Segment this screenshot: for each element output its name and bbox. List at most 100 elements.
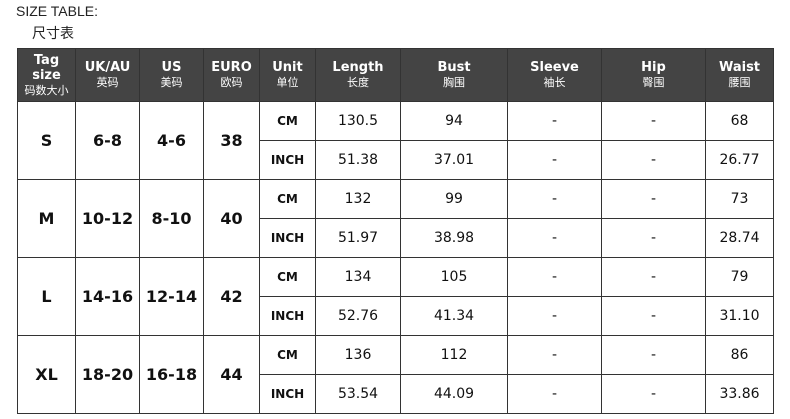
header-cn: 码数大小 [24,83,69,97]
header-en: US [161,60,182,75]
inch-cell: - [601,218,706,258]
uk-size-cell: 18-20 [75,335,140,414]
cm-cell: - [507,101,602,141]
tag-size-cell: L [17,257,76,336]
cm-cell: 68 [705,101,774,141]
header-cn: 袖长 [543,76,566,89]
table-row: INCH 51.97 38.98- -28.74 [18,218,774,258]
title: SIZE TABLE: [16,3,98,19]
us-size-cell: 8-10 [139,179,204,258]
inch-cell: - [601,374,706,414]
cm-cell: 112 [400,335,508,375]
euro-size-cell: 42 [203,257,260,336]
header-en: Length [332,60,384,75]
inch-cell: - [507,218,602,258]
inch-cell: 41.34 [400,296,508,336]
inch-cell: - [507,374,602,414]
us-size-cell: 12-14 [139,257,204,336]
cm-cell: CM [259,101,316,141]
uk-size-cell: 14-16 [75,257,140,336]
cm-cell: 99 [400,179,508,219]
us-size-cell: 16-18 [139,335,204,414]
uk-size-cell: 6-8 [75,101,140,180]
subtitle: 尺寸表 [32,26,74,42]
header-en: Bust [437,60,471,75]
column-header: Bust 胸围 [400,48,508,102]
inch-cell: 33.86 [705,374,774,414]
inch-cell: 44.09 [400,374,508,414]
cm-cell: 79 [705,257,774,297]
us-size-cell: 4-6 [139,101,204,180]
inch-cell: 51.38 [315,140,401,180]
inch-cell: 53.54 [315,374,401,414]
inch-cell: - [507,296,602,336]
inch-cell: 37.01 [400,140,508,180]
cm-cell: 94 [400,101,508,141]
cm-cell: 134 [315,257,401,297]
header-cn: 长度 [347,76,369,89]
inch-cell: 38.98 [400,218,508,258]
header-en: Unit [272,60,303,75]
header-en: EURO [211,60,252,75]
header-cn: 美码 [160,76,183,89]
header-cn: 欧码 [220,76,243,89]
header-cn: 臀围 [642,76,665,89]
column-header: US 美码 [139,48,204,102]
cm-cell: - [601,101,706,141]
tag-size-cell: XL [17,335,76,414]
table-row: L 14-16 12-14 42 CM 134 105- -79 [17,257,774,336]
cm-cell: - [507,257,602,297]
cm-cell: 132 [315,179,401,219]
table-row: INCH 53.54 44.09- -33.86 [18,374,774,414]
tag-size-cell: M [17,179,76,258]
header-cn: 胸围 [443,76,465,89]
cm-cell: 130.5 [315,101,401,141]
inch-cell: 51.97 [315,218,401,258]
inch-cell: 26.77 [705,140,774,180]
inch-cell: INCH [259,374,316,414]
header-cn: 英码 [96,76,119,89]
euro-size-cell: 40 [203,179,260,258]
euro-size-cell: 38 [203,101,260,180]
cm-cell: - [507,335,602,375]
inch-cell: INCH [259,218,316,258]
table-row: INCH 51.38 37.01- -26.77 [18,140,774,180]
cm-cell: 86 [705,335,774,375]
euro-size-cell: 44 [203,335,260,414]
inch-cell: INCH [259,140,316,180]
inch-cell: 31.10 [705,296,774,336]
cm-cell: 73 [705,179,774,219]
column-header: Unit 单位 [259,48,316,102]
inch-cell: 28.74 [705,218,774,258]
column-header: Hip 臀围 [601,48,706,102]
cm-cell: - [601,257,706,297]
column-header: Tag size 码数大小 [17,48,76,102]
table-row: M 10-12 8-10 40 CM 132 99- -73 [17,179,774,258]
cm-cell: CM [259,179,316,219]
uk-size-cell: 10-12 [75,179,140,258]
header-en: Tag size [32,52,61,83]
inch-cell: - [601,140,706,180]
table-row: XL 18-20 16-18 44 CM 136 112- -86 [17,335,774,414]
table-row: S 6-8 4-6 38 CM 130.5 94- -68 [17,101,774,180]
tag-size-cell: S [17,101,76,180]
cm-cell: - [601,179,706,219]
cm-cell: - [507,179,602,219]
cm-cell: CM [259,257,316,297]
cm-cell: 136 [315,335,401,375]
column-header: UK/AU 英码 [75,48,140,102]
header-cn: 腰围 [728,76,751,89]
header-row: Tag size 码数大小 UK/AU 英码 US 美码 EURO 欧码 Unit 单位 Lengt… [17,48,774,102]
cm-cell: CM [259,335,316,375]
column-header: Sleeve 袖长 [507,48,602,102]
inch-cell: 52.76 [315,296,401,336]
cm-cell: - [601,335,706,375]
header-en: UK/AU [84,60,131,75]
cm-cell: 105 [400,257,508,297]
header-cn: 单位 [276,76,299,89]
header-en: Waist [718,60,761,75]
size-table: Tag size 码数大小 UK/AU 英码 US 美码 EURO 欧码 Unit 单位 Lengt… [17,48,774,414]
inch-cell: - [507,140,602,180]
header-en: Hip [641,60,666,75]
column-header: Waist 腰围 [705,48,774,102]
